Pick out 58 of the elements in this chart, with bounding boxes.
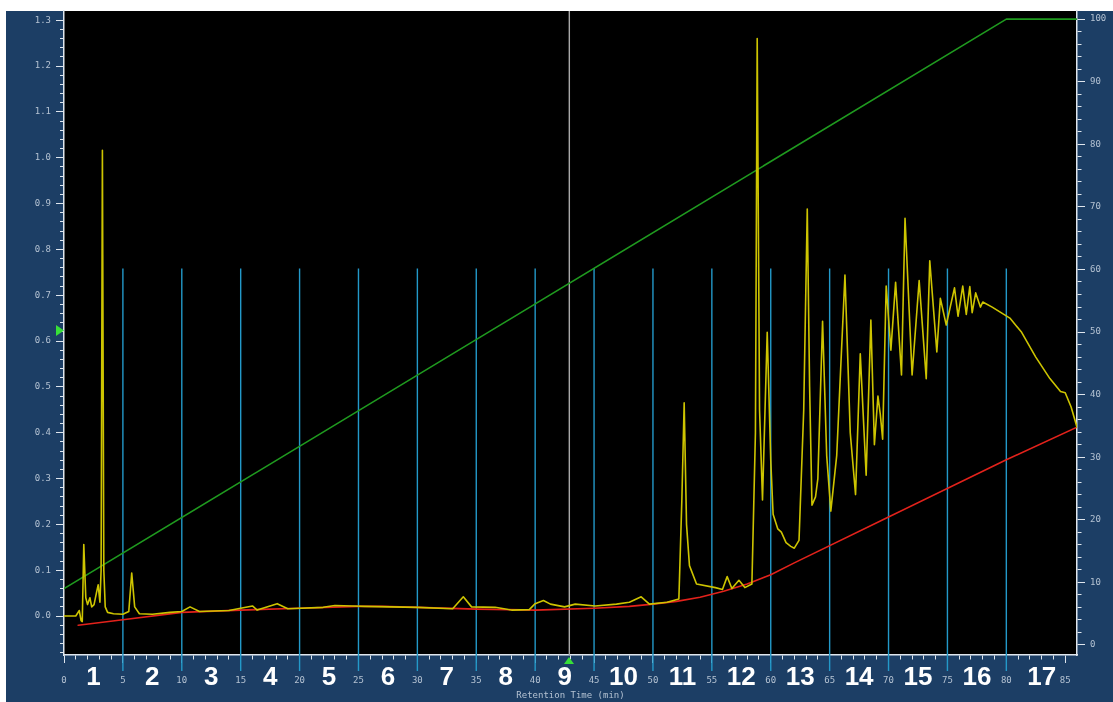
text: 2 [145,661,160,691]
text: 7 [439,661,455,691]
text: 17 [1027,661,1057,691]
x-tick-label: 40 [529,674,541,685]
y2-tick-label: 60 [1090,263,1101,274]
y-tick-label: 0.6 [34,335,51,346]
text: 3 [204,661,219,691]
y-tick-label: 0.5 [34,381,51,392]
text: 13 [785,661,815,691]
y-tick-label: 0.9 [34,197,51,208]
text: 8 [498,661,513,691]
y2-tick-label: 40 [1090,388,1101,399]
y2-tick-label: 50 [1090,326,1101,337]
y-tick-label: 1.1 [34,106,51,117]
y2-tick-label: 90 [1090,76,1101,87]
x-tick-label: 55 [706,674,718,685]
y-tick-label: 0.3 [34,472,51,483]
text: 12 [726,661,756,691]
text: 14 [844,661,875,691]
y-tick-label: 0.8 [34,243,51,254]
x-tick-label: 85 [1059,674,1071,685]
y-tick-label: 1.3 [34,14,51,25]
x-tick-label: 10 [176,674,188,685]
text: 1 [86,661,101,691]
y-tick-label: 0.7 [34,289,51,300]
x-axis-title: Retention Time (min) [516,689,625,700]
text: 6 [380,661,396,691]
y-tick-label: 0.0 [34,610,51,621]
y2-tick-label: 0 [1090,639,1096,650]
y2-tick-label: 30 [1090,451,1101,462]
y-tick-label: 1.0 [34,152,51,163]
x-tick-label: 15 [235,674,247,685]
y2-tick-label: 20 [1090,514,1101,525]
x-tick-label: 60 [765,674,777,685]
y-tick-label: 0.2 [34,518,51,529]
x-tick-label: 5 [120,674,126,685]
text: 9 [557,661,572,691]
x-tick-label: 70 [883,674,894,685]
x-tick-label: 0 [61,674,67,685]
y-tick-label: 0.1 [34,564,51,575]
x-tick-label: 45 [588,674,600,685]
y2-tick-label: 80 [1090,138,1101,149]
y-tick-label: 0.4 [34,427,51,438]
text: 11 [668,661,697,691]
x-tick-label: 25 [353,674,364,685]
x-tick-label: 35 [470,674,482,685]
text: 16 [962,661,992,691]
text: 4 [262,661,278,691]
y-tick-label: 1.2 [34,60,51,71]
x-tick-label: 75 [942,674,953,685]
y2-tick-label: 100 [1090,13,1107,24]
x-tick-label: 20 [294,674,305,685]
x-tick-label: 65 [824,674,836,685]
x-tick-label: 30 [411,674,423,685]
y2-tick-label: 10 [1090,576,1101,587]
x-tick-label: 50 [647,674,659,685]
x-tick-label: 80 [1000,674,1012,685]
y2-tick-label: 70 [1090,201,1101,212]
